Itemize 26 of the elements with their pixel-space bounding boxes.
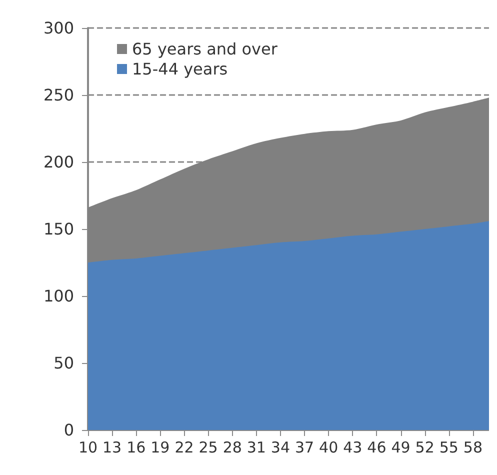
y-tick-label: 250 bbox=[43, 86, 74, 104]
x-tick-label: 58 bbox=[463, 438, 483, 456]
y-tick-label: 0 bbox=[64, 420, 74, 440]
x-tick-label: 16 bbox=[126, 438, 146, 456]
x-tick-label: 22 bbox=[174, 438, 194, 456]
x-tick-label: 13 bbox=[102, 438, 122, 456]
x-tick-label: 46 bbox=[367, 438, 386, 456]
x-tick-label: 34 bbox=[270, 438, 290, 456]
x-tick-label: 31 bbox=[246, 438, 266, 456]
y-tick-label: 50 bbox=[54, 354, 74, 372]
y-tick-label: 150 bbox=[43, 220, 74, 238]
x-tick-label: 28 bbox=[222, 438, 242, 456]
y-tick-label: 100 bbox=[43, 286, 74, 306]
legend-label: 65 years and over bbox=[132, 40, 278, 58]
x-tick-label: 52 bbox=[415, 438, 434, 456]
x-tick-label: 43 bbox=[343, 438, 362, 456]
x-tick-label: 10 bbox=[78, 438, 98, 456]
x-tick-label: 40 bbox=[319, 438, 338, 456]
x-tick-label: 19 bbox=[150, 438, 170, 456]
y-tick-label: 200 bbox=[43, 152, 74, 172]
x-tick-label: 37 bbox=[294, 438, 314, 456]
x-tick-label: 55 bbox=[439, 438, 458, 456]
y-tick-label: 300 bbox=[43, 18, 74, 38]
legend-label: 15-44 years bbox=[132, 60, 228, 78]
x-tick-label: 49 bbox=[391, 438, 410, 456]
x-tick-label: 25 bbox=[198, 438, 218, 456]
